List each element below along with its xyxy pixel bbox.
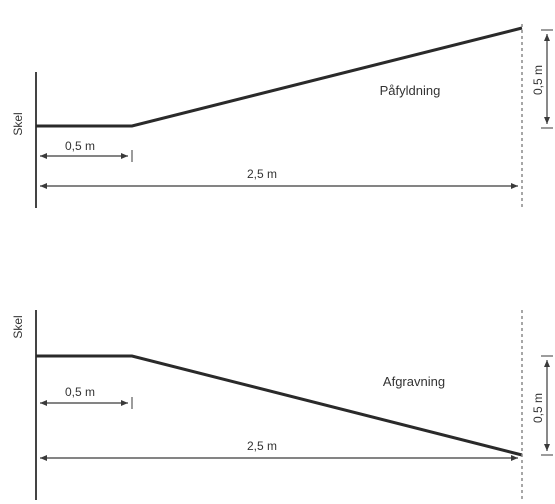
top-height-label: 0,5 m	[531, 65, 545, 95]
top-total-width-label: 2,5 m	[247, 167, 277, 181]
bottom-boundary-label: Skel	[11, 315, 25, 338]
bottom-height-label: 0,5 m	[531, 393, 545, 423]
bottom-profile-name: Afgravning	[383, 374, 445, 389]
top-terrain-profile	[36, 26, 523, 128]
top-diagram: Skel 0,5 m 2,5 m 0,5 m Påfyldning	[11, 24, 553, 208]
bottom-total-width-label: 2,5 m	[247, 439, 277, 453]
bottom-terrain-profile	[36, 354, 523, 457]
top-profile-name: Påfyldning	[380, 83, 441, 98]
top-flat-width-label: 0,5 m	[65, 139, 95, 153]
bottom-flat-width-label: 0,5 m	[65, 385, 95, 399]
top-boundary-label: Skel	[11, 112, 25, 135]
bottom-diagram: Skel 0,5 m 2,5 m 0,5 m Afgravning	[11, 310, 553, 500]
